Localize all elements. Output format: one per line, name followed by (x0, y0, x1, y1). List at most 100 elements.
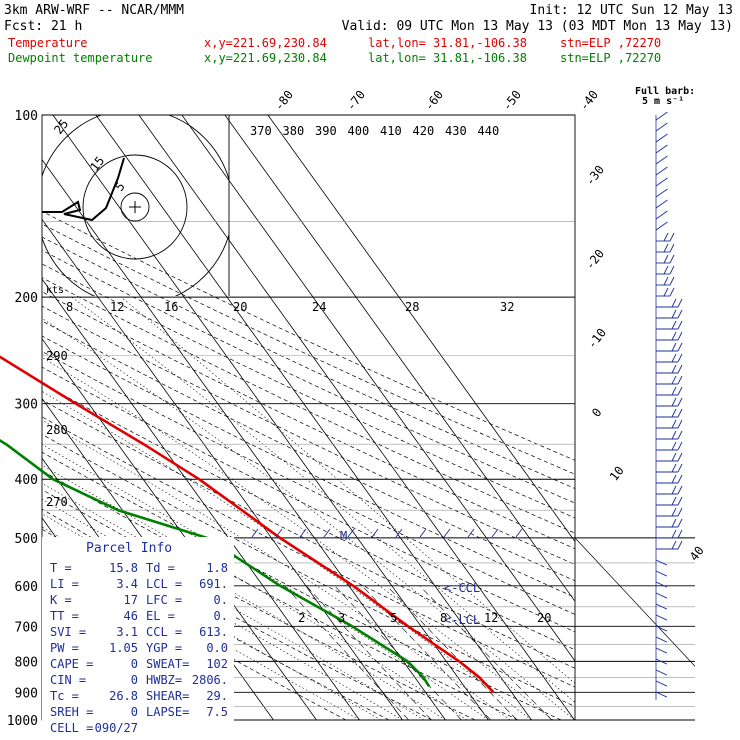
parcel-row-value: 0. (214, 609, 228, 623)
wind-barb (655, 221, 668, 231)
wind-barb-flag (663, 287, 669, 297)
parcel-row-label: T = (50, 561, 72, 575)
pressure-tick-label: 600 (15, 580, 38, 595)
wind-barb-flag (677, 375, 683, 385)
wind-barb-flag (671, 474, 677, 484)
hodo-ring-label: 15 (87, 154, 107, 174)
wind-barb-flag (677, 485, 683, 495)
wind-barb-flag (677, 320, 683, 330)
parcel-row-value: 26.8 (109, 689, 138, 703)
wind-barbs (655, 111, 683, 700)
temp-legend-stn: stn=ELP ,72270 (560, 36, 661, 50)
temperature-tick-label: 10 (607, 464, 627, 484)
parcel-row-value: 0 (131, 657, 138, 671)
hodo-speed-label: 20 (233, 300, 247, 314)
forecast-hour: Fcst: 21 h (4, 19, 82, 34)
parcel-row-label: SHEAR= (146, 689, 189, 703)
theta-label: 420 (413, 124, 435, 138)
parcel-row-label: Td = (146, 561, 175, 575)
parcel-row-value: 7.5 (206, 705, 228, 719)
wind-barb-flag (669, 287, 675, 297)
parcel-row-value: 17 (124, 593, 138, 607)
parcel-row-label: SVI = (50, 625, 86, 639)
wind-barb-flag (677, 452, 683, 462)
temperature-tick-label: -80 (272, 88, 296, 114)
wind-barb-flag (671, 386, 677, 396)
hodo-ring-label: 5 (112, 180, 127, 194)
mixing-ratio-label: 12 (484, 611, 498, 625)
isotherm-line (42, 158, 446, 720)
mixing-ratio-line (305, 585, 432, 720)
hodo-ring (120, 192, 150, 222)
parcel-row-value: 1.8 (206, 561, 228, 575)
hodo-trace (42, 157, 125, 222)
wind-barb (655, 144, 668, 154)
temp-legend-label: Temperature (8, 36, 87, 50)
wind-barb-flag (671, 485, 677, 495)
parcel-row-value: 691. (199, 577, 228, 591)
dew-legend-latlon: lat,lon= 31.81,-106.38 (368, 51, 527, 65)
wind-barb-flag (671, 430, 677, 440)
parcel-tick (251, 528, 259, 538)
wind-barb-flag (671, 298, 677, 308)
wind-barb-flag (671, 408, 677, 418)
theta-label: 390 (315, 124, 337, 138)
parcel-row-value: 3.4 (116, 577, 138, 591)
parcel-row-label: Tc = (50, 689, 79, 703)
wind-barb-flag (677, 364, 683, 374)
hodo-ring-label: 25 (51, 117, 71, 137)
temperature-tick-label: -30 (583, 163, 607, 189)
wind-barb-flag (671, 375, 677, 385)
wind-barb-flag (669, 276, 675, 286)
wind-barb (655, 592, 668, 599)
parcel-marker-label: M (340, 529, 347, 543)
barb-legend-unit: 5 m s⁻¹ (642, 96, 684, 107)
parcel-row-value: 0 (131, 705, 138, 719)
plot-frame (41, 114, 576, 721)
theta-label: 440 (478, 124, 500, 138)
temp-legend-xy: x,y=221.69,230.84 (204, 36, 327, 50)
parcel-info-title: Parcel Info (86, 541, 172, 556)
wind-barb-flag (677, 474, 683, 484)
wind-barb-flag (677, 529, 683, 539)
pressure-tick-label: 900 (15, 686, 38, 701)
parcel-tick (275, 528, 283, 538)
temperature-tick-label: -60 (422, 88, 446, 114)
dew-legend-stn: stn=ELP ,72270 (560, 51, 661, 65)
mixing-ratio-label: 2 (298, 611, 305, 625)
parcel-row-label: YGP = (146, 641, 182, 655)
parcel-tick (443, 528, 451, 538)
parcel-row-label: SREH = (50, 705, 93, 719)
mixing-ratio-label: 20 (537, 611, 551, 625)
wind-barb-flag (677, 397, 683, 407)
wind-barb (655, 199, 668, 209)
wind-barb-flag (671, 507, 677, 517)
wind-barb (655, 133, 668, 143)
hodo-ring (82, 154, 188, 260)
left-theta-label: 270 (46, 495, 68, 509)
wind-barb-flag (677, 342, 683, 352)
parcel-tick (299, 528, 307, 538)
parcel-row-label: LAPSE= (146, 705, 189, 719)
isotherm-line (52, 115, 489, 720)
parcel-row-value: 15.8 (109, 561, 138, 575)
parcel-row-value: 3.1 (116, 625, 138, 639)
temperature-tick-label: 0 (589, 405, 604, 419)
pressure-tick-label: 400 (15, 473, 38, 488)
theta-label: 370 (250, 124, 272, 138)
pressure-tick-label: 800 (15, 655, 38, 670)
parcel-row-label: LFC = (146, 593, 182, 607)
parcel-row-value: 0. (214, 593, 228, 607)
parcel-tick (515, 528, 523, 538)
wind-barb-flag (671, 452, 677, 462)
parcel-row-value: 0 (131, 673, 138, 687)
extension-edge (574, 537, 696, 667)
model-title: 3km ARW-WRF -- NCAR/MMM (4, 3, 184, 18)
parcel-row-label: EL = (146, 609, 175, 623)
hodo-speed-label: 32 (500, 300, 514, 314)
pressure-tick-label: 1000 (7, 714, 38, 729)
parcel-tick (491, 528, 499, 538)
wind-barb (655, 614, 668, 621)
wind-barb-flag (671, 353, 677, 363)
